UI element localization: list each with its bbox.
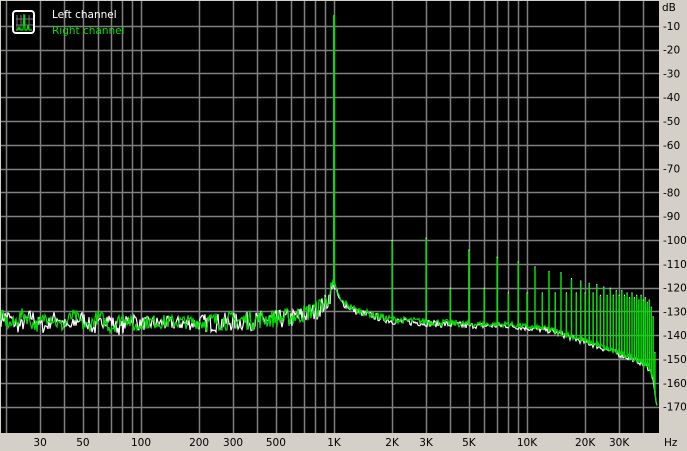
x-tick-label: 30 <box>33 437 46 449</box>
y-tick-label: -80 <box>663 187 680 199</box>
right-channel-trace <box>0 279 658 406</box>
y-tick-label: -150 <box>663 354 687 366</box>
x-tick-label: 3K <box>419 437 434 449</box>
x-axis-label: Hz <box>664 437 678 449</box>
y-tick-label: -20 <box>663 45 680 57</box>
x-tick-label: 10K <box>517 437 538 449</box>
y-axis-label: dB <box>662 2 676 14</box>
y-tick-label: -160 <box>663 378 687 390</box>
chart-icon[interactable] <box>12 10 35 34</box>
y-tick-label: -90 <box>663 211 680 223</box>
y-tick-label: -60 <box>663 140 680 152</box>
x-tick-label: 5K <box>462 437 477 449</box>
y-tick-label: -10 <box>663 21 680 33</box>
y-tick-label: -110 <box>663 259 687 271</box>
x-tick-label: 20K <box>575 437 596 449</box>
y-axis-ticks: -10 -20 -30 -40 -50 -60 -70 -80 -90 -100 -110 -120 -… <box>663 21 687 414</box>
y-tick-label: -130 <box>663 306 687 318</box>
legend: Left channel Right channel <box>12 9 125 37</box>
x-tick-label: 50 <box>76 437 89 449</box>
left-channel-trace <box>0 282 658 406</box>
y-tick-label: -30 <box>663 68 680 80</box>
legend-right-channel: Right channel <box>52 25 125 37</box>
y-tick-label: -170 <box>663 402 687 414</box>
y-tick-label: -140 <box>663 330 687 342</box>
y-tick-label: -40 <box>663 92 680 104</box>
x-tick-label: 200 <box>189 437 209 449</box>
y-tick-label: -100 <box>663 235 687 247</box>
x-tick-label: 100 <box>131 437 151 449</box>
legend-left-channel: Left channel <box>52 9 117 21</box>
x-tick-label: 500 <box>266 437 286 449</box>
x-tick-label: 300 <box>223 437 243 449</box>
x-tick-label: 30K <box>609 437 630 449</box>
x-tick-label: 2K <box>385 437 400 449</box>
y-tick-label: -50 <box>663 116 680 128</box>
x-axis-ticks: 30 50 100 200 300 500 1K 2K 3K 5K 10K 20K 30K <box>33 437 630 449</box>
traces <box>0 15 658 406</box>
y-tick-label: -120 <box>663 283 687 295</box>
y-tick-label: -70 <box>663 164 680 176</box>
x-tick-label: 1K <box>327 437 342 449</box>
